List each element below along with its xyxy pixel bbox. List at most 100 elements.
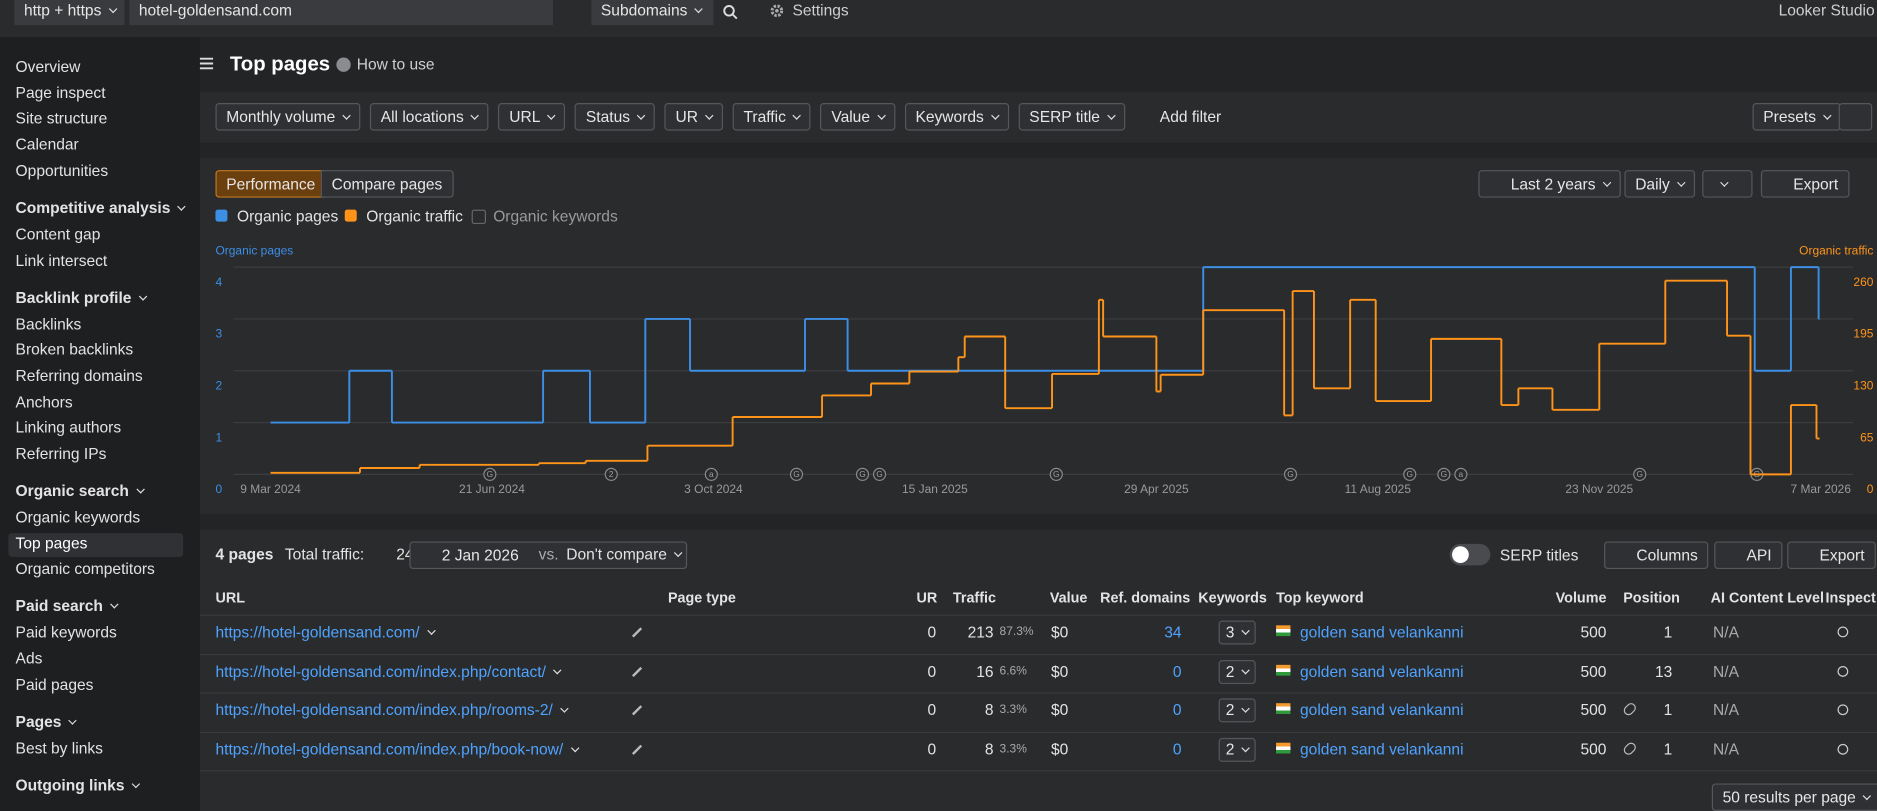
checkbox[interactable] (215, 209, 228, 222)
flag-icon (1276, 742, 1291, 754)
period-select[interactable]: Last 2 years (1478, 170, 1621, 198)
page-title: Top pages (229, 52, 331, 76)
serp-toggle-knob (1452, 546, 1469, 564)
row-traffic-share: 6.6% (999, 664, 1027, 679)
inspect-icon[interactable] (1837, 626, 1849, 638)
nav-item[interactable]: Calendar (15, 135, 79, 154)
row-url[interactable]: https://hotel-goldensand.com/index.php/r… (215, 701, 567, 720)
nav-section[interactable]: Organic search (16, 482, 144, 501)
x-tick-label: 15 Jan 2025 (902, 482, 968, 496)
column-header: AI Content Level (1710, 589, 1824, 607)
row-top-keyword[interactable]: golden sand velankanni (1300, 622, 1464, 641)
comment-select[interactable] (1702, 170, 1753, 198)
row-keywords[interactable]: 2 (1218, 737, 1257, 762)
filter-button[interactable]: SERP title (1018, 103, 1126, 131)
scope-select[interactable]: Subdomains (591, 0, 714, 26)
settings-link[interactable]: Settings (792, 1, 849, 20)
nav-item[interactable]: Organic competitors (15, 559, 155, 578)
nav-item[interactable]: Organic keywords (15, 507, 141, 526)
search-icon[interactable] (722, 4, 739, 21)
inspect-icon[interactable] (1837, 743, 1849, 755)
domain-input[interactable]: hotel-goldensand.com (129, 0, 554, 26)
event-label: G (1053, 469, 1060, 479)
tab-active[interactable]: Performance (215, 170, 327, 198)
nav-item[interactable]: Link intersect (15, 250, 108, 269)
plus-button[interactable] (1838, 103, 1873, 131)
nav-item[interactable]: Paid keywords (15, 623, 117, 642)
nav-section[interactable]: Backlink profile (16, 288, 146, 307)
looker-link[interactable]: Looker Studio (1778, 1, 1875, 20)
nav-item[interactable]: Content gap (15, 224, 101, 243)
nav-section[interactable]: Pages (16, 713, 76, 732)
nav-item[interactable]: Opportunities (15, 161, 109, 180)
nav-item[interactable]: Referring domains (15, 366, 143, 385)
filter-button[interactable]: URL (498, 103, 566, 131)
row-top-keyword[interactable]: golden sand velankanni (1300, 662, 1464, 681)
nav-section[interactable]: Paid search (16, 597, 118, 616)
row-volume: 500 (1580, 622, 1607, 641)
row-ref-domains[interactable]: 34 (1164, 622, 1182, 641)
row-traffic: 213 (967, 622, 994, 641)
row-ref-domains[interactable]: 0 (1172, 740, 1182, 759)
filter-button[interactable]: UR (664, 103, 724, 131)
filter-button[interactable]: Keywords (904, 103, 1009, 131)
row-ref-domains[interactable]: 0 (1172, 700, 1182, 719)
filter-button[interactable]: Status (575, 103, 656, 131)
nav-item[interactable]: Overview (15, 57, 81, 76)
inspect-icon[interactable] (1837, 704, 1849, 716)
row-keywords[interactable]: 2 (1218, 660, 1257, 685)
gear-icon (770, 4, 784, 18)
menu-icon[interactable] (199, 55, 216, 72)
checkbox[interactable] (471, 209, 487, 225)
nav-item[interactable]: Backlinks (15, 314, 82, 333)
row-keywords[interactable]: 3 (1218, 620, 1257, 645)
legend-label[interactable]: Organic traffic (366, 207, 463, 226)
event-label: G (1441, 469, 1448, 479)
nav-item[interactable]: Site structure (15, 109, 108, 128)
add-filter[interactable]: Add filter (1159, 107, 1222, 126)
nav-item[interactable]: Anchors (15, 392, 73, 411)
export-button[interactable]: Export (1787, 541, 1876, 570)
per-page-select[interactable]: 50 results per page (1711, 783, 1877, 811)
filter-button[interactable]: All locations (369, 103, 489, 131)
columns-button[interactable]: Columns (1604, 541, 1709, 570)
row-url[interactable]: https://hotel-goldensand.com/ (215, 623, 434, 642)
event-marker (872, 467, 887, 481)
row-divider (199, 731, 1877, 734)
y2-tick-label: 0 (1867, 482, 1874, 496)
nav-item[interactable]: Top pages (15, 533, 88, 552)
nav-item[interactable]: Referring IPs (15, 444, 107, 463)
filter-button[interactable]: Traffic (732, 103, 811, 131)
column-header: URL (215, 589, 246, 607)
interval-select[interactable]: Daily (1624, 170, 1695, 198)
tab[interactable]: Compare pages (320, 170, 454, 198)
nav-item[interactable]: Broken backlinks (15, 340, 134, 359)
nav-section[interactable]: Outgoing links (16, 776, 139, 795)
row-value: $0 (1051, 662, 1069, 681)
nav-item[interactable]: Page inspect (15, 83, 106, 102)
row-top-keyword[interactable]: golden sand velankanni (1300, 740, 1464, 759)
inspect-icon[interactable] (1837, 666, 1849, 677)
filter-button[interactable]: Monthly volume (215, 103, 361, 131)
nav-item[interactable]: Paid pages (15, 675, 94, 694)
presets-button[interactable]: Presets (1752, 103, 1842, 131)
legend-label[interactable]: Organic pages (237, 207, 339, 226)
help-link[interactable]: How to use (356, 55, 435, 74)
legend-label[interactable]: Organic keywords (493, 207, 618, 226)
compare-select[interactable]: Don't compare (566, 545, 681, 564)
filter-button[interactable]: Value (820, 103, 896, 131)
row-keywords[interactable]: 2 (1218, 698, 1257, 723)
nav-item[interactable]: Ads (15, 649, 43, 668)
row-url[interactable]: https://hotel-goldensand.com/index.php/c… (215, 662, 560, 681)
checkbox[interactable] (344, 209, 357, 222)
protocol-select[interactable]: http + https (14, 0, 125, 26)
row-url[interactable]: https://hotel-goldensand.com/index.php/b… (215, 740, 577, 759)
nav-section[interactable]: Competitive analysis (16, 199, 185, 218)
api-button[interactable]: API (1714, 541, 1783, 570)
nav-item[interactable]: Best by links (15, 738, 103, 757)
row-ref-domains[interactable]: 0 (1172, 662, 1182, 681)
row-top-keyword[interactable]: golden sand velankanni (1300, 700, 1464, 719)
export-button[interactable]: Export (1760, 170, 1849, 198)
nav-item[interactable]: Linking authors (15, 418, 122, 437)
